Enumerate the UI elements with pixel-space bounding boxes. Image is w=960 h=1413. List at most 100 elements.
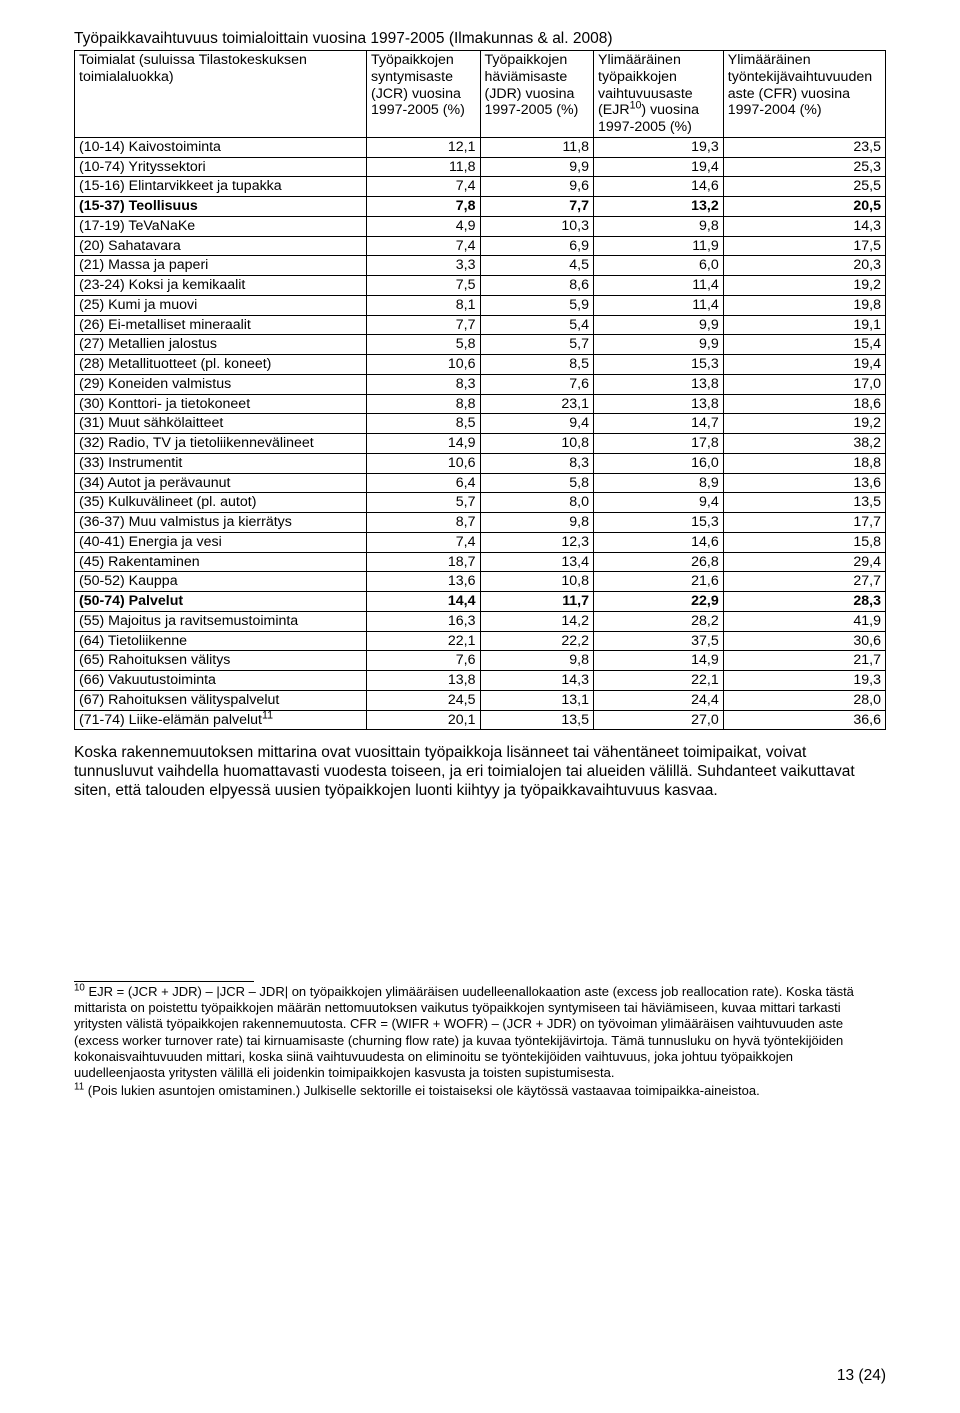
row-value: 9,4 [480,414,594,434]
footnote-11-sup: 11 [74,1082,84,1093]
footnote-10-text: EJR = (JCR + JDR) – |JCR – JDR| on työpa… [74,984,854,1080]
table-row: (45) Rakentaminen18,713,426,829,4 [75,552,886,572]
table-row: (15-16) Elintarvikkeet ja tupakka7,49,61… [75,177,886,197]
row-value: 5,8 [366,335,480,355]
row-value: 13,6 [366,572,480,592]
row-value: 23,5 [723,137,885,157]
row-value: 15,8 [723,532,885,552]
row-value: 9,8 [480,513,594,533]
table-row: (17-19) TeVaNaKe4,910,39,814,3 [75,216,886,236]
row-value: 13,5 [723,493,885,513]
row-label: (32) Radio, TV ja tietoliikennevälineet [75,434,367,454]
row-value: 6,9 [480,236,594,256]
row-label: (17-19) TeVaNaKe [75,216,367,236]
row-value: 15,3 [594,513,724,533]
row-label: (20) Sahatavara [75,236,367,256]
row-value: 22,1 [594,671,724,691]
row-value: 14,6 [594,532,724,552]
row-value: 4,9 [366,216,480,236]
table-row: (32) Radio, TV ja tietoliikennevälineet1… [75,434,886,454]
row-value: 4,5 [480,256,594,276]
row-value: 14,4 [366,592,480,612]
row-value: 11,4 [594,276,724,296]
row-label: (31) Muut sähkölaitteet [75,414,367,434]
table-row: (21) Massa ja paperi3,34,56,020,3 [75,256,886,276]
row-value: 15,4 [723,335,885,355]
row-value: 14,3 [723,216,885,236]
row-value: 8,3 [366,374,480,394]
row-value: 9,4 [594,493,724,513]
row-value: 7,8 [366,197,480,217]
table-row: (31) Muut sähkölaitteet8,59,414,719,2 [75,414,886,434]
row-label: (66) Vakuutustoiminta [75,671,367,691]
row-value: 22,9 [594,592,724,612]
row-value: 7,6 [366,651,480,671]
row-value: 8,6 [480,276,594,296]
row-value: 7,4 [366,177,480,197]
table-row: (15-37) Teollisuus7,87,713,220,5 [75,197,886,217]
table-row: (20) Sahatavara7,46,911,917,5 [75,236,886,256]
row-value: 24,4 [594,690,724,710]
col-header-cfr: Ylimääräinen työntekijävaihtuvuuden aste… [723,51,885,138]
row-value: 25,3 [723,157,885,177]
row-value: 3,3 [366,256,480,276]
row-label: (40-41) Energia ja vesi [75,532,367,552]
row-label: (50-52) Kauppa [75,572,367,592]
row-value: 17,0 [723,374,885,394]
row-label: (45) Rakentaminen [75,552,367,572]
row-label: (15-37) Teollisuus [75,197,367,217]
row-value: 36,6 [723,710,885,730]
row-value: 18,8 [723,453,885,473]
row-value: 6,4 [366,473,480,493]
col-header-jcr: Työpaikkojen syntymisaste (JCR) vuosina … [366,51,480,138]
row-value: 8,9 [594,473,724,493]
row-label: (23-24) Koksi ja kemikaalit [75,276,367,296]
row-value: 14,3 [480,671,594,691]
row-value: 19,1 [723,315,885,335]
row-value: 5,4 [480,315,594,335]
row-value: 17,7 [723,513,885,533]
row-value: 28,0 [723,690,885,710]
table-row: (25) Kumi ja muovi8,15,911,419,8 [75,295,886,315]
footnote-rule [74,981,254,982]
row-value: 9,8 [480,651,594,671]
row-value: 24,5 [366,690,480,710]
row-value: 5,8 [480,473,594,493]
row-value: 16,0 [594,453,724,473]
col-header-ejr: Ylimääräinen työpaikkojen vaihtuvuusaste… [594,51,724,138]
row-value: 14,9 [366,434,480,454]
row-label: (35) Kulkuvälineet (pl. autot) [75,493,367,513]
row-label: (30) Konttori- ja tietokoneet [75,394,367,414]
footnote-11: 11 (Pois lukien asuntojen omistaminen.) … [74,1083,886,1099]
row-value: 13,2 [594,197,724,217]
row-value: 12,3 [480,532,594,552]
row-label: (34) Autot ja perävaunut [75,473,367,493]
footnotes: 10 EJR = (JCR + JDR) – |JCR – JDR| on ty… [74,981,886,1100]
row-value: 19,3 [594,137,724,157]
row-value: 19,8 [723,295,885,315]
row-value: 8,8 [366,394,480,414]
table-row: (55) Majoitus ja ravitsemustoiminta16,31… [75,611,886,631]
row-label: (27) Metallien jalostus [75,335,367,355]
row-label: (10-74) Yrityssektori [75,157,367,177]
row-value: 14,6 [594,177,724,197]
row-value: 19,4 [594,157,724,177]
table-row: (50-52) Kauppa13,610,821,627,7 [75,572,886,592]
row-label: (29) Koneiden valmistus [75,374,367,394]
row-value: 28,2 [594,611,724,631]
footnote-11-text: (Pois lukien asuntojen omistaminen.) Jul… [84,1083,760,1098]
row-value: 10,8 [480,572,594,592]
row-label: (67) Rahoituksen välityspalvelut [75,690,367,710]
col-header-jdr: Työpaikkojen häviämisaste (JDR) vuosina … [480,51,594,138]
row-value: 13,8 [594,374,724,394]
row-label: (28) Metallituotteet (pl. koneet) [75,355,367,375]
row-value: 8,5 [366,414,480,434]
row-value: 19,2 [723,414,885,434]
row-label: (36-37) Muu valmistus ja kierrätys [75,513,367,533]
row-value: 13,6 [723,473,885,493]
row-value: 7,7 [480,197,594,217]
data-table: Toimialat (suluissa Tilastokeskuksen toi… [74,50,886,730]
row-value: 8,7 [366,513,480,533]
row-value: 11,4 [594,295,724,315]
row-value: 10,8 [480,434,594,454]
